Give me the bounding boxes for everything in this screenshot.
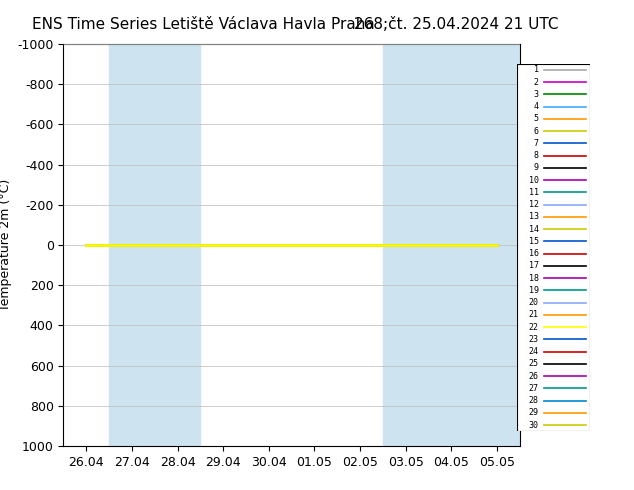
Text: 19: 19: [529, 286, 538, 295]
Text: 26: 26: [529, 371, 538, 381]
Bar: [109, 44, 200, 446]
Text: 23: 23: [529, 335, 538, 344]
Text: 10: 10: [529, 175, 538, 185]
Text: 11: 11: [529, 188, 538, 197]
Bar: [383, 44, 520, 446]
Text: 18: 18: [529, 273, 538, 283]
Text: 22: 22: [529, 322, 538, 332]
Text: 9: 9: [534, 163, 538, 172]
Text: 24: 24: [529, 347, 538, 356]
Text: 7: 7: [534, 139, 538, 148]
Text: 27: 27: [529, 384, 538, 393]
Text: 16: 16: [529, 249, 538, 258]
Text: 1: 1: [534, 65, 538, 74]
Text: 17: 17: [529, 261, 538, 270]
Text: 25: 25: [529, 359, 538, 368]
Text: 5: 5: [534, 114, 538, 123]
Text: 3: 3: [534, 90, 538, 99]
Text: 6: 6: [534, 126, 538, 136]
Text: 14: 14: [529, 224, 538, 234]
Text: 28: 28: [529, 396, 538, 405]
Text: 20: 20: [529, 298, 538, 307]
Text: 4: 4: [534, 102, 538, 111]
Text: 12: 12: [529, 200, 538, 209]
Text: 30: 30: [529, 420, 538, 430]
Text: 268;čt. 25.04.2024 21 UTC: 268;čt. 25.04.2024 21 UTC: [354, 17, 559, 32]
Text: 8: 8: [534, 151, 538, 160]
Text: 2: 2: [534, 77, 538, 87]
Text: 13: 13: [529, 212, 538, 221]
FancyBboxPatch shape: [517, 64, 590, 431]
Y-axis label: Temperature 2m (°C): Temperature 2m (°C): [0, 179, 12, 311]
Text: 21: 21: [529, 310, 538, 319]
Text: ENS Time Series Letiště Václava Havla Praha: ENS Time Series Letiště Václava Havla Pr…: [32, 17, 374, 32]
Text: 15: 15: [529, 237, 538, 246]
Text: 29: 29: [529, 408, 538, 417]
